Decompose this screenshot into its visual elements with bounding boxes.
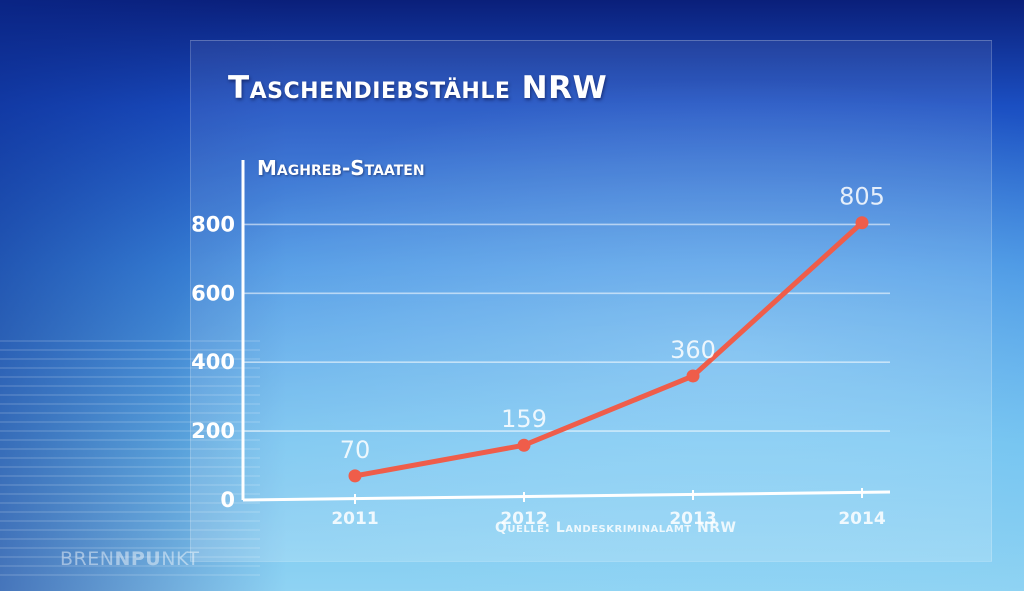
x-axis: [242, 490, 891, 502]
brand-part-1: BREN: [60, 548, 115, 570]
y-tick-label: 200: [191, 419, 235, 443]
y-tick-label: 0: [220, 488, 235, 512]
x-tick-label: 2012: [500, 509, 547, 529]
data-point: [517, 438, 531, 452]
chart-panel: [190, 40, 992, 562]
series-line: [352, 220, 865, 479]
x-tick-label: 2014: [838, 509, 885, 529]
chart-title: Taschendiebstähle NRW: [228, 70, 608, 106]
brand-part-2: NPU: [114, 548, 162, 570]
data-label: 159: [501, 405, 547, 433]
chart-subtitle: Maghreb-Staaten: [257, 156, 425, 180]
data-point: [686, 369, 700, 383]
x-tick-label: 2013: [669, 509, 716, 529]
y-tick-label: 800: [191, 212, 235, 236]
background-stripes: [0, 340, 260, 580]
data-label: 360: [670, 336, 716, 364]
data-point: [348, 469, 362, 483]
y-tick-label: 400: [191, 350, 235, 374]
chart-source: Quelle: Landeskriminalamt NRW: [495, 520, 737, 536]
brennpunkt-logo: BRENNPUNKT: [60, 548, 200, 570]
data-label: 70: [340, 436, 371, 464]
brand-part-3: NKT: [161, 548, 200, 570]
data-point: [855, 216, 869, 230]
data-label: 805: [839, 183, 885, 211]
y-tick-label: 600: [191, 281, 235, 305]
x-tick-label: 2011: [331, 509, 378, 529]
